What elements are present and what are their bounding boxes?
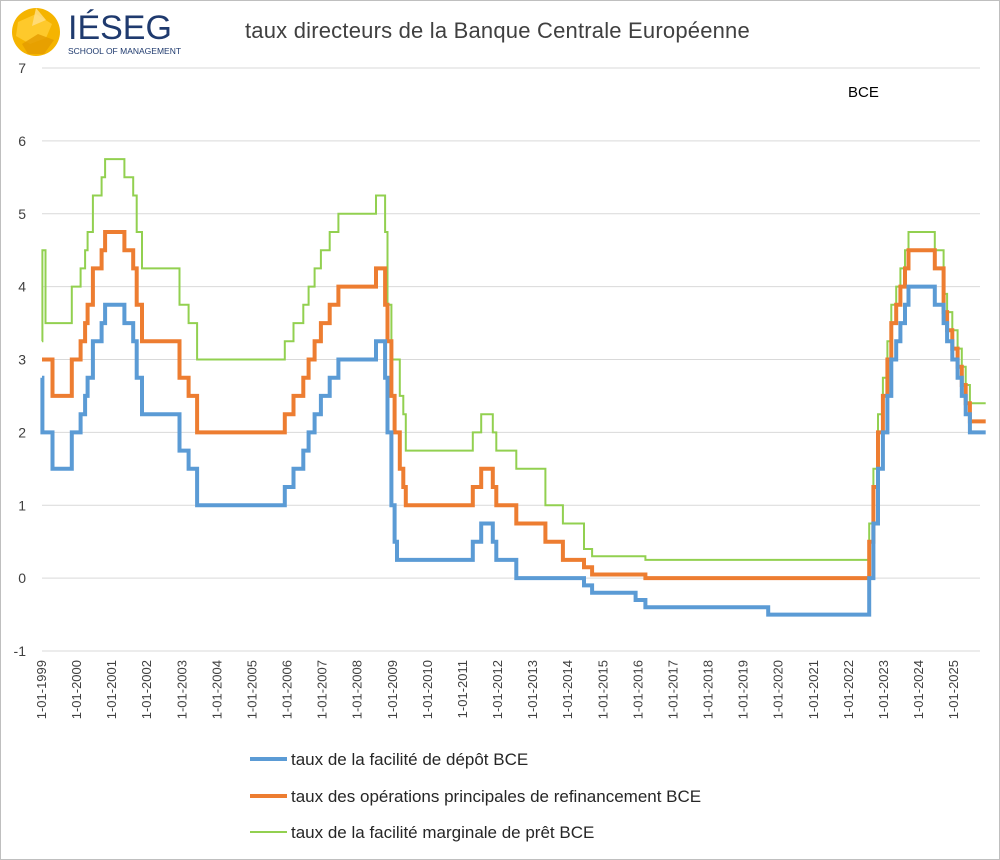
x-tick-label: 1-01-2022 (841, 660, 856, 719)
x-tick-label: 1-01-2006 (280, 660, 295, 719)
x-axis-ticks: 1-01-1999 1-01-2000 1-01-2001 1-01-2002 1-01… (34, 660, 961, 719)
x-tick-label: 1-01-2010 (420, 660, 435, 719)
x-tick-label: 1-01-2018 (701, 660, 716, 719)
bce-annotation: BCE (848, 84, 879, 101)
x-tick-label: 1-01-2024 (911, 660, 926, 719)
x-tick-label: 1-01-2008 (350, 660, 365, 719)
y-tick-label: 2 (18, 424, 26, 440)
y-tick-label: 0 (18, 570, 26, 586)
legend-label-marginal: taux de la facilité marginale de prêt BC… (291, 823, 594, 842)
x-tick-label: 1-01-2015 (595, 660, 610, 719)
series-line-refi (42, 230, 986, 581)
logo-subtitle: SCHOOL OF MANAGEMENT (68, 46, 181, 56)
legend: taux de la facilité de dépôt BCE taux des… (250, 750, 701, 842)
y-tick-label: 3 (18, 352, 26, 368)
x-tick-label: 1-01-2019 (736, 660, 751, 719)
x-tick-label: 1-01-2005 (244, 660, 259, 719)
y-tick-label: 4 (18, 279, 26, 295)
x-tick-label: 1-01-2004 (209, 660, 224, 719)
legend-label-deposit: taux de la facilité de dépôt BCE (291, 750, 528, 769)
x-tick-label: 1-01-2025 (946, 660, 961, 719)
x-tick-label: 1-01-2002 (139, 660, 154, 719)
x-tick-label: 1-01-2023 (876, 660, 891, 719)
series-group (40, 158, 986, 617)
legend-label-refi: taux des opérations principales de refin… (291, 787, 701, 806)
x-tick-label: 1-01-1999 (34, 660, 49, 719)
y-tick-label: -1 (14, 643, 27, 659)
x-tick-label: 1-01-2007 (315, 660, 330, 719)
chart-title: taux directeurs de la Banque Centrale Eu… (245, 18, 750, 43)
x-tick-label: 1-01-2009 (385, 660, 400, 719)
logo-name: IÉSEG (68, 9, 172, 47)
x-tick-label: 1-01-2016 (630, 660, 645, 719)
ieseg-logo: IÉSEG SCHOOL OF MANAGEMENT (12, 8, 181, 56)
x-tick-label: 1-01-2021 (806, 660, 821, 719)
x-tick-label: 1-01-2020 (771, 660, 786, 719)
y-tick-label: 1 (18, 497, 26, 513)
x-tick-label: 1-01-2003 (174, 660, 189, 719)
x-tick-label: 1-01-2000 (69, 660, 84, 719)
x-tick-label: 1-01-2013 (525, 660, 540, 719)
x-tick-label: 1-01-2001 (104, 660, 119, 719)
y-tick-label: 7 (18, 60, 26, 76)
y-axis-ticks: -1 0 1 2 3 4 5 6 7 (14, 60, 27, 659)
logo-globe-icon (12, 8, 60, 56)
x-tick-label: 1-01-2012 (490, 660, 505, 719)
series-line-deposit (40, 284, 986, 617)
gridlines (42, 67, 980, 652)
x-tick-label: 1-01-2017 (665, 660, 680, 719)
y-tick-label: 6 (18, 133, 26, 149)
x-tick-label: 1-01-2014 (560, 660, 575, 719)
y-tick-label: 5 (18, 206, 26, 222)
x-tick-label: 1-01-2011 (455, 660, 470, 718)
